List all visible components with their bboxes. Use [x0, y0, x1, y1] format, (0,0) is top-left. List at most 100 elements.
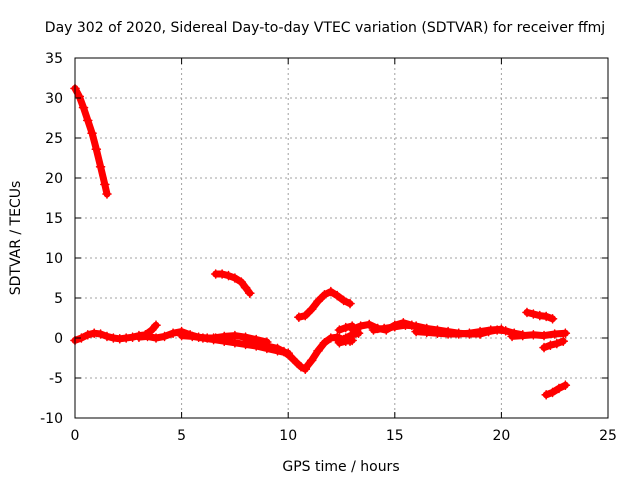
data-point — [236, 277, 247, 287]
data-point — [134, 332, 144, 342]
data-point — [306, 355, 317, 366]
data-point — [300, 363, 311, 374]
data-point — [347, 324, 357, 334]
data-point — [368, 325, 379, 335]
data-point — [100, 179, 110, 190]
y-tick-label: 5 — [54, 291, 63, 307]
data-point — [560, 328, 571, 338]
data-point — [319, 338, 330, 348]
y-tick-label: 0 — [54, 331, 63, 347]
data-point — [230, 273, 240, 283]
x-tick-label: 0 — [71, 428, 80, 444]
data-point — [291, 358, 302, 368]
data-point — [91, 144, 102, 154]
data-point — [340, 322, 351, 333]
data-point — [240, 282, 251, 293]
data-point — [95, 329, 106, 339]
data-point — [217, 269, 227, 279]
series-arc-0-4h — [70, 320, 161, 346]
data-point — [332, 290, 343, 301]
data-point — [82, 330, 93, 340]
data-point — [245, 288, 255, 298]
data-point — [539, 342, 549, 353]
data-point — [95, 162, 106, 172]
series-arc-21-22h — [522, 307, 558, 324]
data-series — [70, 83, 571, 400]
data-point — [219, 331, 230, 342]
data-point — [541, 311, 551, 322]
data-point — [547, 387, 558, 398]
data-point — [364, 319, 375, 330]
x-tick-label: 25 — [599, 428, 617, 444]
data-point — [87, 128, 97, 138]
data-point — [541, 390, 551, 400]
data-point — [347, 335, 357, 346]
data-point — [198, 333, 208, 343]
data-point — [517, 330, 528, 341]
y-tick-label: -5 — [49, 371, 63, 387]
series-arc-descending-high — [70, 83, 112, 199]
data-point — [483, 326, 494, 337]
data-point — [102, 189, 112, 199]
series-band — [542, 381, 569, 399]
data-point — [102, 331, 112, 342]
plot-frame — [74, 57, 609, 419]
data-point — [338, 295, 349, 306]
data-point — [208, 333, 219, 343]
data-point — [528, 309, 539, 319]
y-tick-label: 35 — [45, 51, 63, 67]
data-point — [319, 290, 330, 300]
data-point — [151, 320, 161, 330]
x-axis-label: GPS time / hours — [282, 459, 399, 475]
data-point — [300, 310, 311, 321]
data-point — [554, 383, 564, 394]
data-point — [379, 323, 389, 334]
series-arc-11-13h — [294, 286, 355, 322]
data-point — [507, 331, 517, 342]
data-point — [552, 338, 562, 349]
data-point — [294, 312, 304, 322]
data-point — [230, 330, 240, 341]
x-tick-label: 10 — [279, 428, 297, 444]
data-point — [340, 336, 351, 346]
data-point — [146, 325, 157, 335]
data-point — [464, 328, 475, 338]
data-point — [453, 329, 464, 339]
series-band — [212, 270, 254, 297]
series-arc-8-11h — [240, 337, 311, 374]
data-point — [390, 322, 400, 332]
data-point — [560, 380, 571, 390]
y-tick-label: 30 — [45, 91, 63, 107]
data-point — [313, 296, 323, 306]
data-point — [306, 304, 317, 314]
series-arc-22-23h-neg — [541, 380, 571, 400]
x-tick-label: 15 — [386, 428, 404, 444]
data-point — [159, 331, 170, 342]
data-point — [334, 325, 345, 335]
data-point — [558, 336, 569, 346]
grid — [75, 58, 608, 418]
data-point — [528, 330, 539, 340]
data-point — [475, 329, 485, 339]
data-point — [279, 346, 289, 357]
data-point — [492, 325, 502, 335]
data-point — [82, 115, 93, 126]
data-point — [74, 91, 85, 102]
series-arc-12-13h-c — [334, 335, 357, 348]
data-point — [168, 328, 178, 338]
data-point — [545, 340, 556, 350]
data-point — [326, 286, 336, 297]
data-point — [272, 343, 283, 354]
y-tick-label: 10 — [45, 251, 63, 267]
data-point — [78, 102, 89, 113]
data-point — [223, 270, 234, 281]
x-tick-label: 20 — [492, 428, 510, 444]
y-tick-label: 15 — [45, 211, 63, 227]
y-tick-label: 20 — [45, 171, 63, 187]
data-point — [285, 351, 296, 362]
data-point — [334, 338, 345, 348]
series-arc-22-23h-low — [539, 336, 569, 353]
data-point — [421, 327, 432, 338]
series-arc-20-23h — [507, 328, 571, 342]
